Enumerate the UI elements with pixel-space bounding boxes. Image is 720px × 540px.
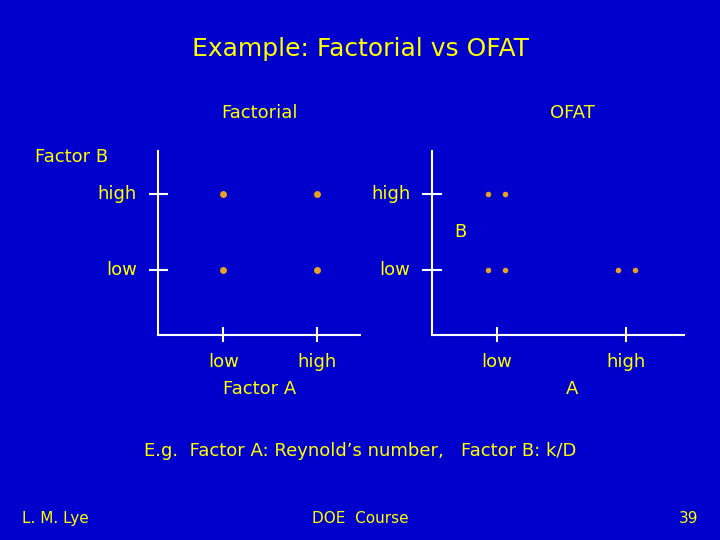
Text: OFAT: OFAT bbox=[550, 104, 595, 123]
Text: Example: Factorial vs OFAT: Example: Factorial vs OFAT bbox=[192, 37, 528, 60]
Text: DOE  Course: DOE Course bbox=[312, 511, 408, 526]
Text: low: low bbox=[106, 261, 137, 279]
Text: L. M. Lye: L. M. Lye bbox=[22, 511, 89, 526]
Text: high: high bbox=[97, 185, 137, 204]
Text: Factorial: Factorial bbox=[221, 104, 297, 123]
Text: A: A bbox=[566, 380, 579, 398]
Text: E.g.  Factor A: Reynold’s number,   Factor B: k/D: E.g. Factor A: Reynold’s number, Factor … bbox=[144, 442, 576, 460]
Text: high: high bbox=[297, 353, 336, 371]
Text: high: high bbox=[371, 185, 410, 204]
Text: high: high bbox=[607, 353, 646, 371]
Text: low: low bbox=[379, 261, 410, 279]
Text: B: B bbox=[454, 223, 467, 241]
Text: Factor A: Factor A bbox=[222, 380, 296, 398]
Text: low: low bbox=[208, 353, 238, 371]
Text: low: low bbox=[482, 353, 512, 371]
Text: Factor B: Factor B bbox=[35, 147, 109, 166]
Text: 39: 39 bbox=[679, 511, 698, 526]
